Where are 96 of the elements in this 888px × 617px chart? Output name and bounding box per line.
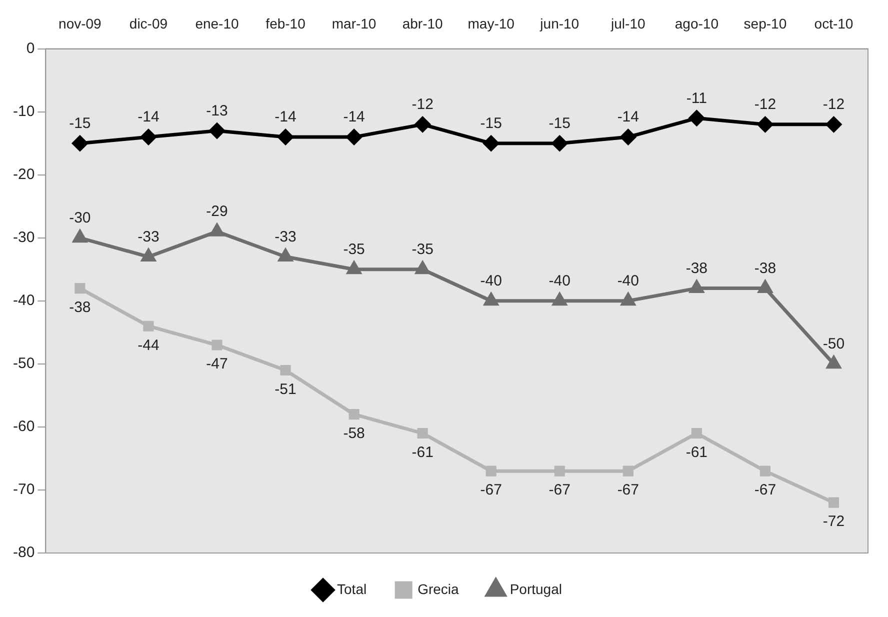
data-label: -30 (69, 210, 91, 227)
point (552, 293, 567, 306)
point (210, 224, 224, 236)
data-label: -13 (206, 102, 228, 120)
y-tick-label: -10 (12, 102, 35, 120)
x-tick-label: oct-10 (814, 15, 854, 32)
point (280, 364, 291, 376)
point (74, 283, 86, 294)
data-label: -40 (480, 272, 502, 290)
x-tick-label: dic-09 (129, 15, 168, 32)
point (554, 466, 565, 476)
point (620, 129, 636, 145)
data-label: -47 (206, 356, 228, 373)
data-label: -29 (206, 203, 228, 220)
point (348, 409, 360, 420)
point (828, 497, 840, 508)
point (757, 116, 773, 132)
x-tick-label: abr-10 (402, 15, 444, 32)
data-label: -35 (343, 241, 365, 258)
x-tick-label: ago-10 (674, 15, 719, 32)
legend-label: Grecia (418, 580, 460, 597)
legend-label: Total (337, 580, 367, 597)
y-tick-label: -50 (12, 355, 35, 372)
point (486, 466, 496, 476)
point (142, 249, 156, 262)
data-label: -14 (617, 108, 639, 126)
data-label: -14 (138, 108, 160, 126)
point (483, 136, 499, 152)
data-label: -67 (480, 482, 502, 499)
point (758, 280, 772, 294)
y-tick-label: -30 (12, 229, 35, 246)
data-label: -12 (754, 96, 776, 114)
point (417, 428, 428, 439)
data-label: -61 (686, 444, 708, 461)
data-label: -67 (754, 482, 776, 499)
x-tick-label: nov-09 (58, 15, 102, 32)
x-tick-label: sep-10 (744, 15, 787, 32)
data-label: -44 (138, 336, 160, 354)
data-label: -14 (274, 108, 296, 126)
y-tick-label: -40 (12, 292, 35, 310)
legend-label: Portugal (510, 580, 562, 597)
point (278, 249, 292, 262)
data-label: -33 (138, 228, 160, 246)
data-label: -33 (274, 228, 296, 246)
y-tick-label: 0 (26, 40, 35, 57)
data-label: -38 (69, 298, 91, 316)
data-label: -15 (480, 114, 502, 132)
x-tick-label: jun-10 (539, 15, 580, 32)
data-label: -40 (548, 272, 570, 290)
point (72, 230, 87, 243)
point (826, 116, 842, 132)
data-label: -14 (343, 108, 365, 126)
point (143, 320, 154, 332)
data-label: -38 (686, 260, 708, 277)
data-label: -67 (548, 482, 570, 499)
data-label: -12 (822, 96, 845, 114)
x-tick-label: mar-10 (332, 15, 376, 32)
point (622, 466, 634, 476)
data-label: -40 (617, 272, 639, 290)
point (278, 129, 294, 145)
point (691, 428, 702, 439)
data-label: -15 (69, 114, 91, 132)
data-label: -50 (822, 336, 845, 353)
x-tick-label: may-10 (468, 15, 515, 32)
data-label: -51 (274, 380, 296, 398)
point (416, 262, 430, 274)
x-tick-label: jul-10 (610, 15, 646, 32)
point (826, 356, 841, 369)
y-tick-label: -60 (12, 418, 35, 436)
point (140, 129, 156, 145)
point (346, 129, 362, 145)
point (621, 293, 636, 306)
data-label: -38 (754, 260, 776, 277)
x-tick-label: feb-10 (266, 15, 306, 32)
x-tick-label: ene-10 (195, 15, 240, 32)
data-label: -15 (548, 114, 570, 132)
data-label: -61 (412, 444, 434, 461)
point (760, 466, 770, 476)
point (690, 280, 704, 294)
point (484, 293, 498, 306)
point (688, 110, 704, 126)
data-label: -67 (617, 482, 639, 499)
point (212, 340, 222, 350)
data-label: -12 (412, 96, 434, 114)
data-label: -11 (686, 90, 707, 107)
y-tick-label: -20 (12, 166, 35, 183)
point (347, 262, 361, 274)
y-tick-label: -80 (12, 544, 35, 562)
point (414, 116, 430, 132)
point (552, 136, 568, 152)
point (209, 122, 225, 138)
data-label: -72 (822, 513, 845, 530)
point (72, 136, 88, 152)
data-label: -58 (343, 424, 365, 442)
y-tick-label: -70 (12, 481, 35, 498)
data-label: -35 (412, 241, 434, 258)
